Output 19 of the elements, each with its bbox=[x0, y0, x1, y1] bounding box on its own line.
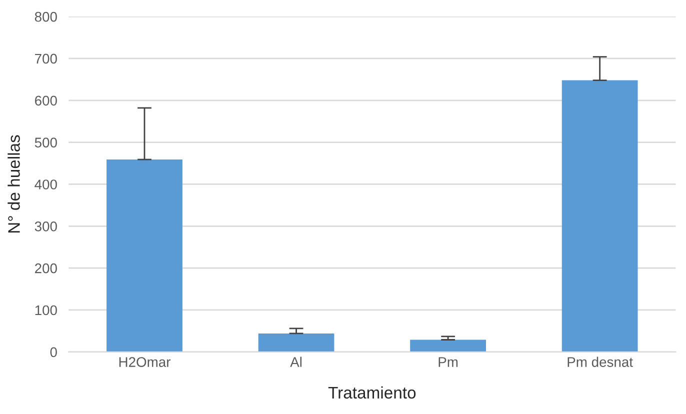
x-tick-label: Pm bbox=[438, 357, 458, 367]
bar bbox=[562, 80, 638, 352]
x-tick-label: Pm desnat bbox=[568, 356, 633, 367]
y-tick-label: 800 bbox=[34, 12, 57, 22]
y-tick-label: 700 bbox=[35, 54, 57, 64]
bar bbox=[258, 333, 334, 352]
y-tick-label: 200 bbox=[35, 263, 57, 274]
y-tick-label: 0 bbox=[50, 347, 57, 358]
x-tick-label: H2Omar bbox=[119, 357, 170, 367]
y-axis-title: N° de huellas bbox=[8, 135, 20, 233]
x-tick-label: Al bbox=[290, 356, 302, 367]
y-tick-label: 600 bbox=[35, 96, 57, 106]
y-tick-label: 400 bbox=[34, 180, 57, 190]
x-axis-title: Tratamiento bbox=[328, 386, 416, 399]
bar bbox=[410, 340, 486, 352]
y-tick-label: 100 bbox=[35, 305, 57, 316]
y-tick-label: 300 bbox=[34, 221, 57, 232]
y-tick-label: 500 bbox=[34, 138, 57, 148]
bar bbox=[106, 160, 182, 352]
